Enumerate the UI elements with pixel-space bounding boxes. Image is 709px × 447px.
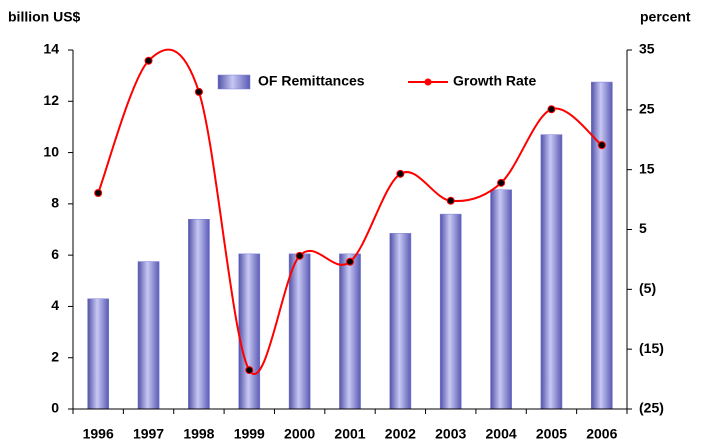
line-marker	[446, 196, 455, 205]
bar	[339, 253, 361, 410]
y-tick-label: 8	[51, 195, 59, 211]
y-tick-label: 0	[51, 400, 59, 416]
y2-tick-label: 15	[639, 160, 655, 176]
line-marker	[194, 87, 203, 96]
bar	[288, 253, 311, 410]
y2-tick-label: 35	[639, 41, 655, 57]
bar	[389, 233, 412, 410]
legend-marker	[424, 78, 432, 86]
line-marker	[245, 366, 254, 375]
y2-tick-label: (5)	[639, 280, 656, 296]
bar	[490, 189, 512, 410]
y-axis-title: billion US$	[8, 9, 81, 25]
x-tick-label: 2005	[536, 426, 567, 442]
y2-tick-label: (15)	[639, 340, 664, 356]
line-marker	[597, 141, 606, 150]
line-marker	[346, 257, 354, 266]
y2-tick-label: 5	[639, 220, 647, 236]
x-tick-label: 1998	[183, 426, 214, 442]
y-tick-label: 14	[43, 41, 59, 57]
x-tick-label: 2003	[435, 426, 466, 442]
bar	[540, 134, 563, 410]
x-tick-label: 1997	[133, 426, 164, 442]
bar	[439, 213, 462, 410]
bar	[188, 218, 210, 410]
line-marker	[94, 189, 103, 198]
x-tick-label: 2001	[334, 426, 365, 442]
bar	[590, 81, 613, 410]
line-marker	[295, 251, 304, 260]
legend-label: OF Remittances	[258, 73, 365, 89]
line-marker	[497, 178, 506, 187]
x-tick-label: 2004	[486, 426, 517, 442]
x-tick-label: 2006	[586, 426, 617, 442]
y-tick-label: 4	[51, 297, 59, 313]
x-tick-label: 2000	[284, 426, 315, 442]
x-tick-label: 1996	[83, 426, 114, 442]
bar	[238, 253, 261, 410]
line-marker	[144, 56, 153, 65]
x-tick-label: 1999	[234, 426, 265, 442]
x-tick-label: 2002	[385, 426, 416, 442]
y2-axis-title: percent	[640, 9, 691, 25]
y-tick-label: 2	[51, 348, 59, 364]
y-tick-label: 12	[43, 92, 59, 108]
y-tick-label: 10	[43, 143, 59, 159]
y-tick-label: 6	[51, 246, 59, 262]
y2-tick-label: (25)	[639, 400, 664, 416]
y2-tick-label: 25	[639, 101, 655, 117]
legend-swatch	[217, 74, 251, 90]
bar	[87, 298, 110, 410]
legend-label: Growth Rate	[453, 73, 536, 89]
bar	[137, 261, 160, 410]
line-marker	[396, 169, 405, 178]
line-marker	[547, 105, 556, 114]
